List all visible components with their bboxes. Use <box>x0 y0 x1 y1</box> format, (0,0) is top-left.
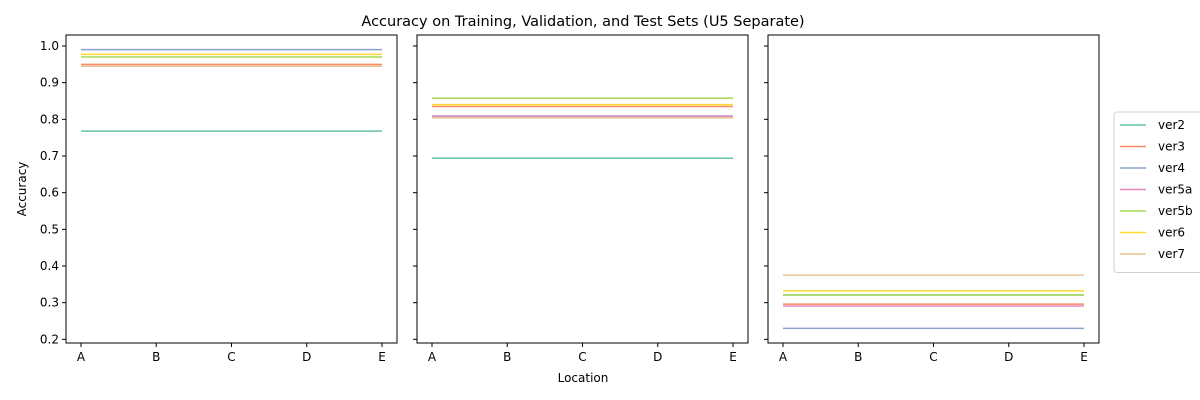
panel-1: A B C D E 0.2 0.3 0.4 0.5 0.6 0.7 0.8 0.9 1.0 <box>40 34 398 364</box>
x-tick-label: E <box>1080 350 1088 364</box>
x-tick-label: D <box>302 350 311 364</box>
y-tick-label: 0.2 <box>40 332 59 346</box>
y-tick-label: 0.9 <box>40 76 59 90</box>
legend-label: ver4 <box>1158 161 1185 175</box>
legend-label: ver6 <box>1158 226 1185 240</box>
y-tick-label: 0.4 <box>40 259 59 273</box>
x-tick-label: B <box>503 350 511 364</box>
axes-frame <box>767 34 1100 344</box>
x-tick-label: B <box>152 350 160 364</box>
legend-label: ver7 <box>1158 247 1185 261</box>
x-tick-label: C <box>227 350 235 364</box>
x-axis-label: Location <box>558 371 609 385</box>
y-tick-label: 0.8 <box>40 112 59 126</box>
x-tick-label: D <box>653 350 662 364</box>
x-tick-label: E <box>729 350 737 364</box>
legend-item-ver3: ver3 <box>1120 140 1185 154</box>
legend-label: ver5a <box>1158 183 1192 197</box>
y-tick-label: 0.3 <box>40 296 59 310</box>
y-axis-label: Accuracy <box>15 162 29 217</box>
legend-label: ver2 <box>1158 118 1185 132</box>
legend-item-ver6: ver6 <box>1120 226 1185 240</box>
legend-label: ver5b <box>1158 204 1193 218</box>
legend: ver2 ver3 ver4 ver5a ver5b ver6 ver7 <box>1113 111 1200 273</box>
legend-item-ver5b: ver5b <box>1120 204 1193 218</box>
x-tick-label: C <box>578 350 586 364</box>
chart-title: Accuracy on Training, Validation, and Te… <box>361 14 804 30</box>
legend-label: ver3 <box>1158 140 1185 154</box>
x-tick-label: E <box>378 350 386 364</box>
y-tick-label: 0.5 <box>40 222 59 236</box>
x-tick-label: D <box>1004 350 1013 364</box>
legend-item-ver5a: ver5a <box>1120 183 1192 197</box>
legend-item-ver7: ver7 <box>1120 247 1185 261</box>
x-tick-label: A <box>779 350 788 364</box>
y-tick-label: 0.7 <box>40 149 59 163</box>
y-tick-label: 0.6 <box>40 186 59 200</box>
legend-item-ver4: ver4 <box>1120 161 1185 175</box>
legend-item-ver2: ver2 <box>1120 118 1185 132</box>
x-tick-label: C <box>929 350 937 364</box>
panels-layer: A B C D E 0.2 0.3 0.4 0.5 0.6 0.7 0.8 0.9 1.0 A B C D E A B C… <box>40 34 1100 364</box>
x-tick-label: A <box>77 350 86 364</box>
axes-frame <box>416 34 749 344</box>
x-tick-label: A <box>428 350 437 364</box>
panel-3: A B C D E <box>764 34 1100 364</box>
x-tick-label: B <box>854 350 862 364</box>
axes-frame <box>65 34 398 344</box>
y-tick-label: 1.0 <box>40 39 59 53</box>
panel-2: A B C D E <box>413 34 749 364</box>
